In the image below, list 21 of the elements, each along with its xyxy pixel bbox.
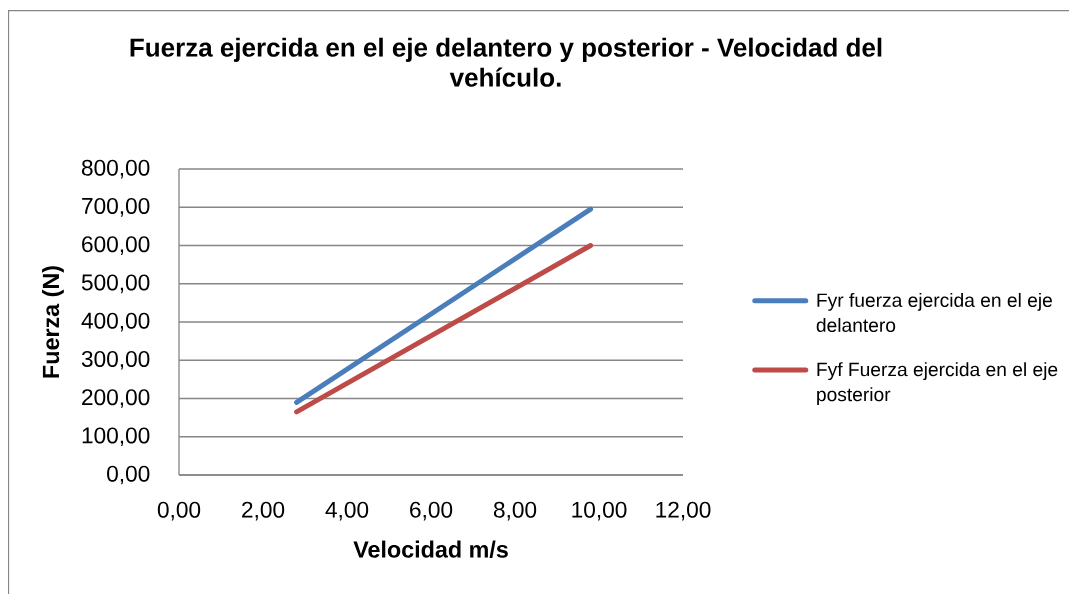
x-tick-label: 4,00 [325, 501, 369, 521]
x-tick-label: 6,00 [410, 501, 453, 521]
y-tick-label: 500,00 [81, 274, 150, 294]
y-tick-label: 100,00 [82, 427, 150, 447]
x-tick-label: 2,00 [242, 501, 285, 521]
y-tick-label: 0,00 [107, 465, 150, 485]
y-tick-label: 700,00 [82, 197, 150, 217]
y-tick-label: 200,00 [82, 389, 150, 408]
x-axis-title: Velocidad m/s [353, 540, 508, 558]
y-axis-title: Fuerza (N) [42, 266, 64, 378]
legend-label: Fyf Fuerza ejercida en el eje posterior [817, 362, 1058, 406]
x-tick-label: 8,00 [493, 501, 537, 521]
chart-title: Fuerza ejercida en el eje delantero y posterior - Velocidad del vehículo. [130, 37, 882, 87]
y-tick-label: 400,00 [81, 312, 150, 332]
y-tick-label: 300,00 [81, 350, 150, 370]
x-tick-label: 10,00 [572, 501, 627, 521]
x-tick-label: 0,00 [157, 501, 201, 521]
y-tick-label: 800,00 [81, 159, 150, 179]
x-tick-label: 12,00 [656, 501, 711, 521]
legend-label: Fyr fuerza ejercida en el eje delantero [816, 292, 1052, 333]
y-tick-label: 600,00 [82, 236, 150, 255]
